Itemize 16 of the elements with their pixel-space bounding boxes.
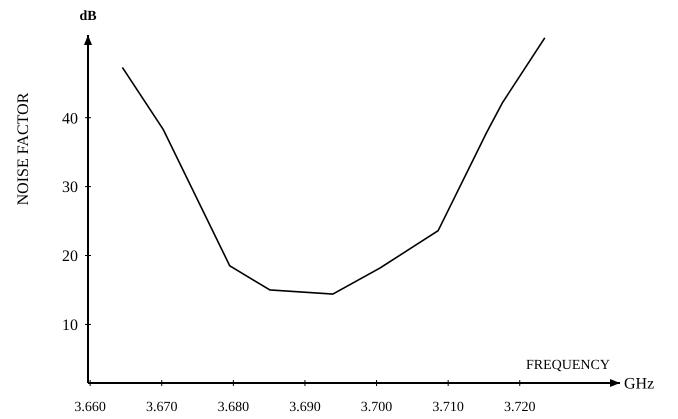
y-tick-label: 20 [62, 248, 78, 266]
x-tick-label: 3.680 [218, 400, 250, 415]
y-tick-label: 10 [62, 317, 78, 334]
text: dB [79, 9, 97, 24]
y-tick-label: 40 [62, 110, 78, 128]
x-axis-title: FREQUENCY [526, 358, 610, 373]
x-tick-label: 3.660 [74, 400, 106, 415]
x-tick-label: 3.720 [504, 400, 536, 415]
y-tick-label: 30 [62, 179, 78, 196]
x-tick-label: 3.690 [289, 400, 321, 415]
line-series [122, 36, 546, 295]
x-tick-label: 3.700 [360, 400, 392, 415]
x-tick-label: 3.710 [432, 400, 464, 415]
y-axis-title: NOISE FACTOR [15, 92, 32, 206]
x-tick-label: 3.670 [146, 400, 178, 415]
text: GHz [624, 376, 654, 393]
